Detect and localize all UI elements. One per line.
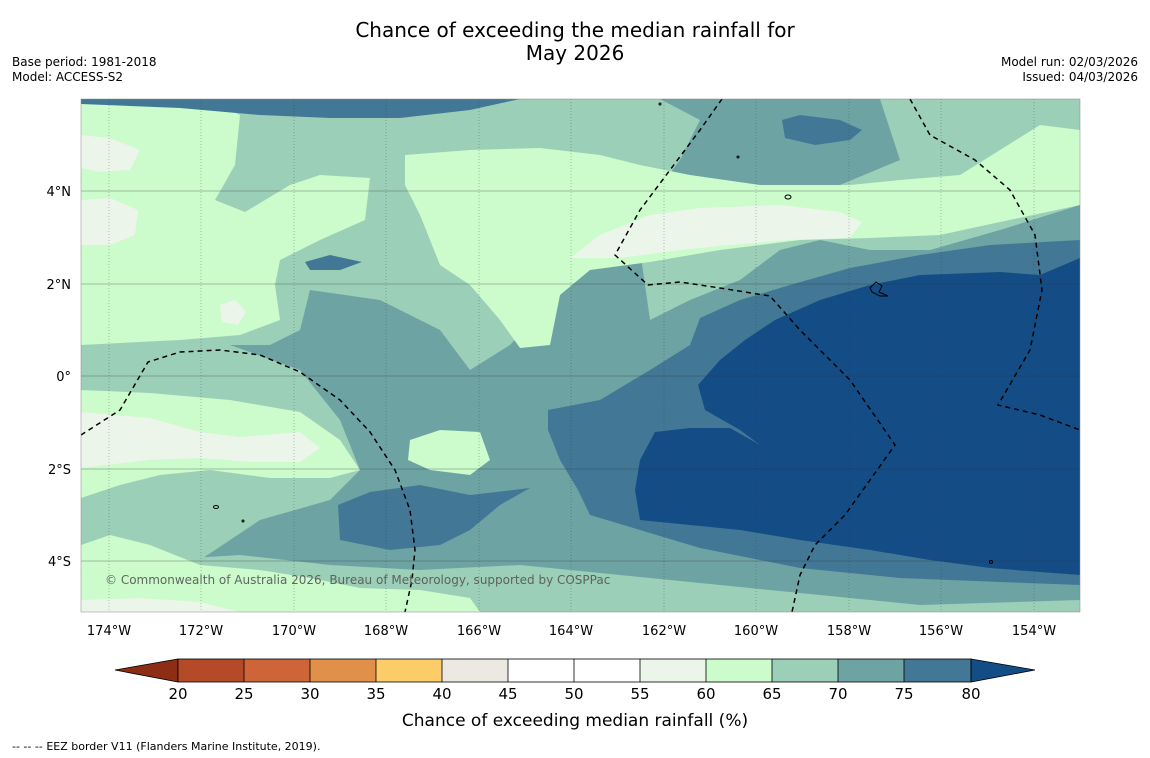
- issued-date: Issued: 04/03/2026: [1022, 70, 1138, 84]
- title-line-2: May 2026: [525, 41, 625, 65]
- lon-label: 164°W: [549, 624, 593, 639]
- colorbar-tick: 20: [168, 685, 187, 703]
- eez-dash-symbol: -- -- --: [12, 740, 43, 753]
- meta-right: Model run: 02/03/2026 Issued: 04/03/2026: [1001, 55, 1138, 85]
- lon-label: 162°W: [642, 624, 686, 639]
- colorbar-bin: [640, 659, 706, 682]
- colorbar-bin: [904, 659, 971, 682]
- colorbar-bin: [772, 659, 838, 682]
- model-name: Model: ACCESS-S2: [12, 70, 124, 84]
- colorbar-tick: 35: [366, 685, 385, 703]
- lon-label: 174°W: [87, 624, 131, 639]
- map-frame: [80, 98, 1081, 613]
- colorbar-tick: 60: [696, 685, 715, 703]
- copyright-text: © Commonwealth of Australia 2026, Bureau…: [105, 573, 610, 587]
- lon-label: 154°W: [1012, 624, 1056, 639]
- colorbar: 20 25 30 35 40 45 50 55 60 65 70 75 80 C…: [114, 658, 1036, 731]
- colorbar-tick: 70: [828, 685, 847, 703]
- colorbar-bin: [376, 659, 442, 682]
- band-55-60-w: [81, 412, 320, 468]
- lon-label: 156°W: [919, 624, 963, 639]
- lon-label: 160°W: [734, 624, 778, 639]
- band-55-60-nw2: [81, 198, 138, 245]
- lon-label: 158°W: [827, 624, 871, 639]
- colorbar-tick: 80: [961, 685, 980, 703]
- title-line-1: Chance of exceeding the median rainfall …: [355, 18, 795, 42]
- band-55-60-nw: [81, 135, 140, 172]
- colorbar-bin: [838, 659, 904, 682]
- lon-label: 168°W: [364, 624, 408, 639]
- eez-borders: [81, 99, 1080, 612]
- band-55-60-small: [220, 300, 246, 325]
- base-period: Base period: 1981-2018: [12, 55, 157, 69]
- lat-label-2s: 2°S: [48, 463, 71, 478]
- meta-left: Base period: 1981-2018 Model: ACCESS-S2: [12, 55, 157, 85]
- longitude-labels: 174°W 172°W 170°W 168°W 166°W 164°W 162°…: [87, 624, 1056, 639]
- lat-label-2n: 2°N: [47, 278, 72, 293]
- colorbar-bin: [706, 659, 772, 682]
- colorbar-bin: [442, 659, 508, 682]
- band-60-65-sw: [81, 535, 480, 612]
- lat-label-0: 0°: [56, 370, 71, 385]
- band-75-80-north: [81, 99, 520, 118]
- colorbar-low-arrow: [114, 658, 179, 683]
- band-55-60-sw: [81, 598, 240, 612]
- colorbar-tick: 75: [894, 685, 913, 703]
- band-60-65-nw: [81, 99, 370, 345]
- lat-label-4n: 4°N: [47, 185, 72, 200]
- band-75-80-small: [305, 255, 362, 270]
- colorbar-tick: 55: [630, 685, 649, 703]
- islands: [213, 102, 993, 564]
- latitude-labels: 4°N 2°N 0° 2°S 4°S: [47, 185, 72, 570]
- lon-label: 166°W: [457, 624, 501, 639]
- graticule: [81, 99, 1080, 612]
- colorbar-tick: 50: [564, 685, 583, 703]
- colorbar-label: Chance of exceeding median rainfall (%): [402, 711, 748, 731]
- colorbar-tick: 65: [762, 685, 781, 703]
- colorbar-bin: [244, 659, 310, 682]
- lon-label: 172°W: [179, 624, 223, 639]
- eez-legend: -- -- -- EEZ border V11 (Flanders Marine…: [12, 740, 320, 753]
- colorbar-tick: 45: [498, 685, 517, 703]
- colorbar-tick: 25: [234, 685, 253, 703]
- lat-label-4s: 4°S: [48, 555, 71, 570]
- colorbar-high-arrow: [970, 658, 1036, 683]
- lon-label: 170°W: [272, 624, 316, 639]
- band-75-80-ne: [782, 115, 862, 145]
- colorbar-tick: 40: [432, 685, 451, 703]
- model-run: Model run: 02/03/2026: [1000, 55, 1138, 69]
- colorbar-tick: 30: [300, 685, 319, 703]
- colorbar-bin: [310, 659, 376, 682]
- band-above-80: [635, 258, 1080, 575]
- colorbar-bin: [178, 659, 244, 682]
- rainfall-probability-field: [81, 99, 1080, 612]
- eez-legend-text: EEZ border V11 (Flanders Marine Institut…: [46, 740, 321, 753]
- colorbar-bin: [508, 659, 574, 682]
- page-title: Chance of exceeding the median rainfall …: [0, 19, 1150, 65]
- band-60-65-center: [408, 430, 490, 475]
- colorbar-bin: [574, 659, 640, 682]
- band-55-60-n: [570, 205, 862, 258]
